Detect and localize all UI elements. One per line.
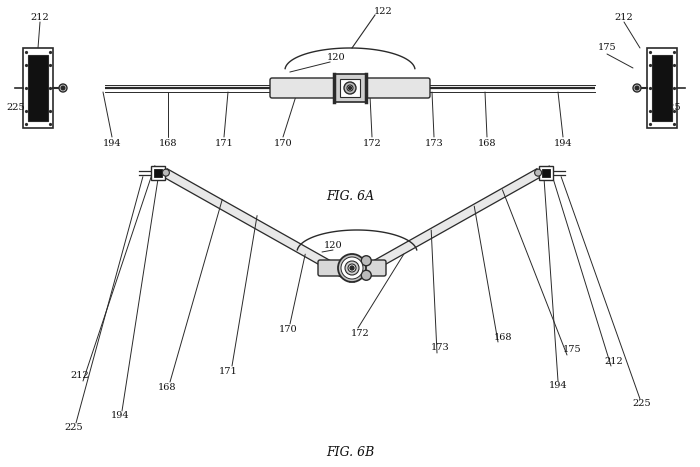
Text: 175: 175 — [563, 346, 581, 354]
Text: 225: 225 — [633, 399, 651, 409]
Text: 122: 122 — [374, 7, 393, 16]
Circle shape — [350, 266, 354, 270]
Text: 120: 120 — [327, 54, 345, 63]
Text: 175: 175 — [598, 43, 616, 52]
Circle shape — [361, 256, 371, 266]
Bar — [542, 169, 550, 177]
Text: 170: 170 — [274, 139, 293, 148]
Circle shape — [344, 82, 356, 94]
Text: 172: 172 — [351, 330, 370, 339]
Polygon shape — [162, 169, 354, 282]
Circle shape — [59, 84, 67, 92]
Text: 168: 168 — [494, 333, 512, 341]
Circle shape — [361, 270, 371, 280]
Circle shape — [633, 84, 641, 92]
Bar — [151, 166, 165, 180]
Circle shape — [348, 264, 356, 272]
Bar — [28, 55, 48, 121]
FancyBboxPatch shape — [270, 78, 336, 98]
Circle shape — [349, 86, 351, 90]
Bar — [23, 48, 53, 128]
Text: FIG. 6B: FIG. 6B — [326, 446, 374, 460]
Text: 172: 172 — [363, 139, 382, 148]
Text: 171: 171 — [215, 139, 233, 148]
FancyBboxPatch shape — [364, 78, 430, 98]
FancyBboxPatch shape — [318, 260, 350, 276]
Circle shape — [535, 169, 542, 176]
Text: 168: 168 — [159, 139, 177, 148]
Text: 212: 212 — [31, 13, 50, 21]
Text: 194: 194 — [111, 411, 130, 420]
Text: 168: 168 — [477, 139, 496, 148]
Text: 212: 212 — [71, 372, 90, 381]
Circle shape — [162, 169, 169, 176]
Circle shape — [61, 86, 65, 90]
Bar — [539, 166, 553, 180]
Bar — [340, 79, 360, 97]
Text: 120: 120 — [323, 241, 342, 249]
Text: 225: 225 — [64, 424, 83, 432]
Text: 225: 225 — [663, 102, 681, 112]
Text: 171: 171 — [218, 368, 237, 376]
Circle shape — [341, 257, 363, 279]
Circle shape — [347, 85, 353, 91]
Bar — [154, 169, 162, 177]
Circle shape — [345, 261, 359, 275]
Text: 212: 212 — [615, 13, 634, 21]
Text: 170: 170 — [279, 325, 298, 334]
Text: FIG. 6A: FIG. 6A — [326, 191, 374, 204]
Bar — [647, 48, 677, 128]
Text: 168: 168 — [158, 383, 176, 392]
Text: 194: 194 — [549, 382, 567, 390]
Text: 194: 194 — [554, 139, 573, 148]
Text: 173: 173 — [425, 139, 443, 148]
Polygon shape — [350, 169, 541, 282]
Text: 194: 194 — [103, 139, 121, 148]
Text: 173: 173 — [430, 344, 449, 353]
Circle shape — [635, 86, 639, 90]
Text: 212: 212 — [605, 356, 624, 366]
Text: 225: 225 — [7, 102, 25, 112]
Bar — [652, 55, 672, 121]
FancyBboxPatch shape — [354, 260, 386, 276]
Bar — [334, 74, 366, 102]
Circle shape — [338, 254, 366, 282]
